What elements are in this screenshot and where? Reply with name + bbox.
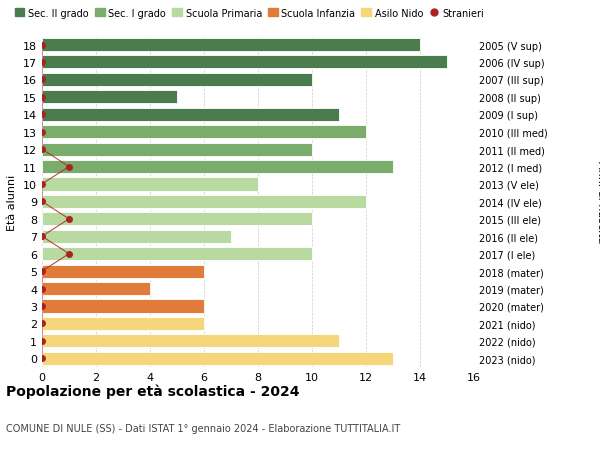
Bar [42,39,420,52]
Point [37,77,47,84]
Bar [42,213,312,226]
Bar [42,247,312,261]
Legend: Sec. II grado, Sec. I grado, Scuola Primaria, Scuola Infanzia, Asilo Nido, Stran: Sec. II grado, Sec. I grado, Scuola Prim… [11,5,488,22]
Bar [42,178,258,191]
Bar [42,74,312,87]
Point [37,112,47,119]
Bar [42,126,366,139]
Bar [42,56,447,69]
Bar [42,196,366,208]
Bar [42,265,204,278]
Bar [42,108,339,122]
Point [37,355,47,362]
Point [37,233,47,241]
Y-axis label: Anni di nascita: Anni di nascita [596,161,600,243]
Text: COMUNE DI NULE (SS) - Dati ISTAT 1° gennaio 2024 - Elaborazione TUTTITALIA.IT: COMUNE DI NULE (SS) - Dati ISTAT 1° genn… [6,424,400,433]
Point [37,42,47,49]
Point [37,94,47,101]
Bar [42,143,312,157]
Point [37,198,47,206]
Bar [42,335,339,347]
Text: Popolazione per età scolastica - 2024: Popolazione per età scolastica - 2024 [6,383,299,398]
Bar [42,282,150,296]
Bar [42,91,177,104]
Point [37,285,47,292]
Point [37,302,47,310]
Point [64,216,74,223]
Bar [42,317,204,330]
Point [37,181,47,188]
Y-axis label: Età alunni: Età alunni [7,174,17,230]
Point [64,251,74,258]
Bar [42,300,204,313]
Point [37,320,47,327]
Point [37,146,47,153]
Point [37,337,47,345]
Bar [42,352,393,365]
Point [64,163,74,171]
Bar [42,230,231,243]
Point [37,129,47,136]
Bar [42,161,393,174]
Point [37,268,47,275]
Point [37,59,47,67]
